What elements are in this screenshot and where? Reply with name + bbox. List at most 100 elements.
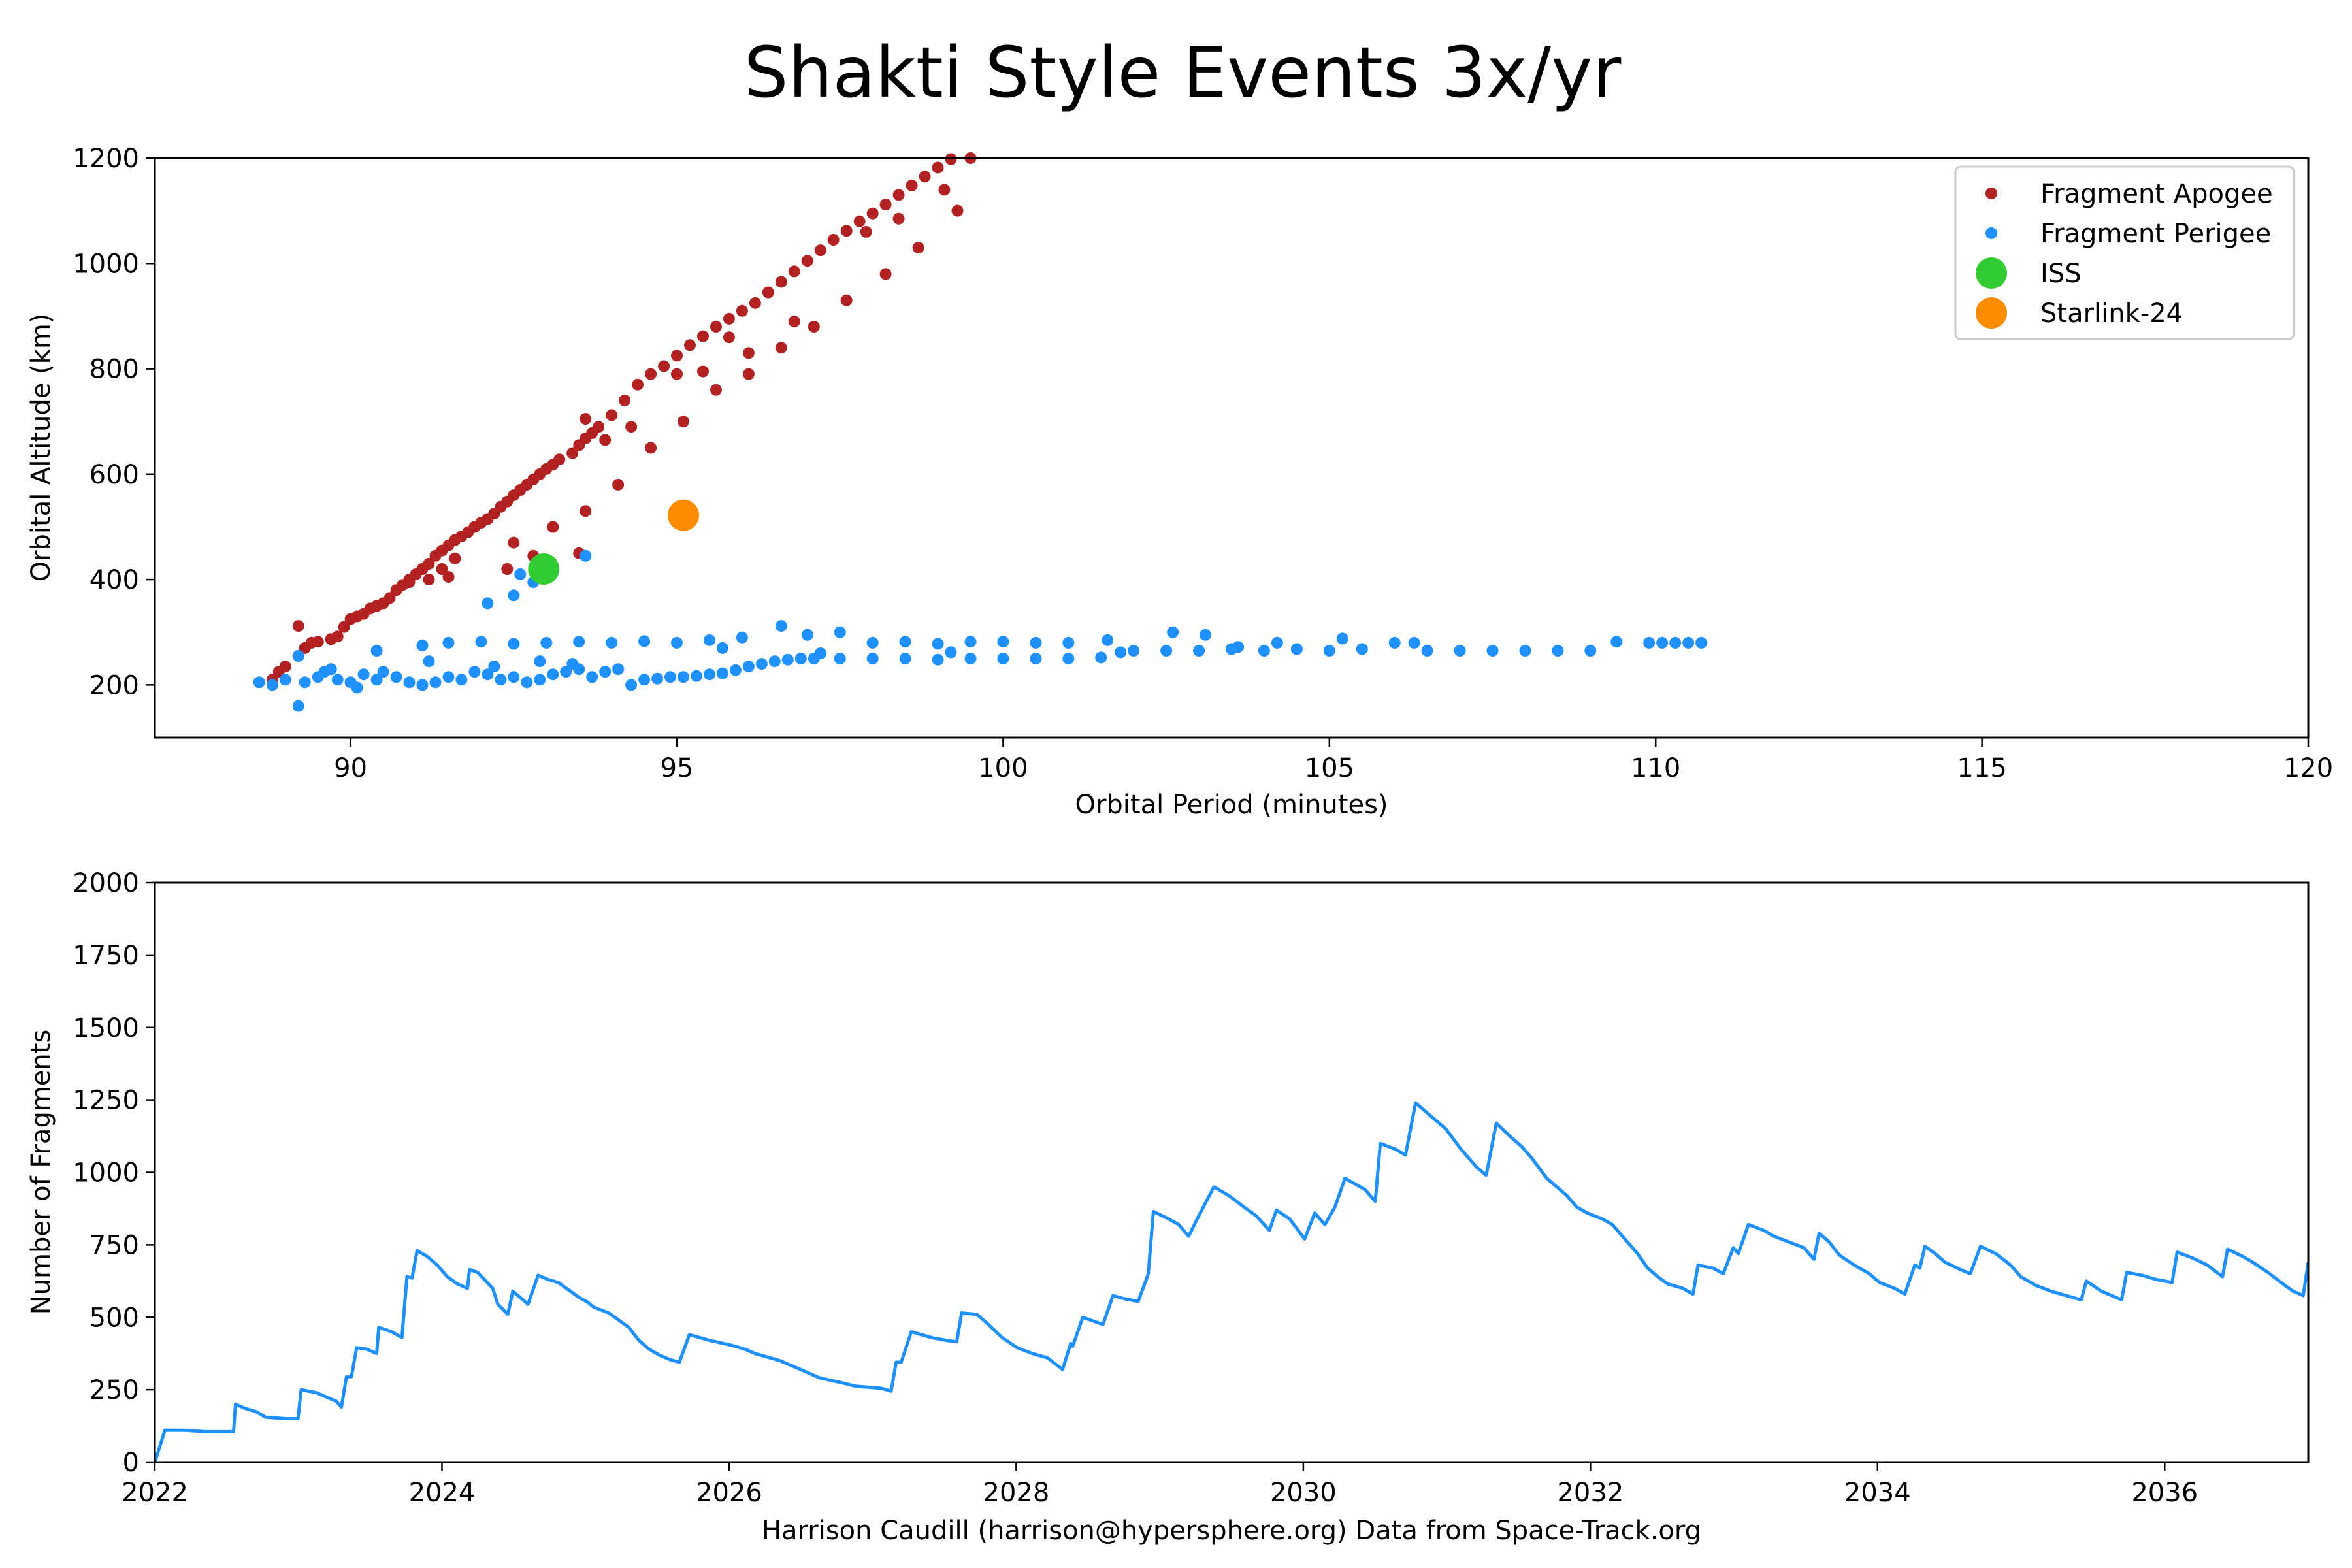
- fragment-apogee-point: [279, 661, 291, 673]
- fragment-apogee-point: [775, 342, 787, 354]
- fragment-perigee-point: [351, 681, 363, 694]
- fragment-apogee-point: [553, 453, 566, 466]
- fragment-apogee-point: [593, 421, 605, 433]
- fragment-apogee-point: [331, 630, 344, 643]
- fragment-perigee-point: [781, 653, 794, 666]
- fragment-apogee-point: [678, 416, 689, 428]
- legend-marker-fragment-apogee: [1985, 188, 1997, 199]
- fragment-perigee-point: [1695, 636, 1708, 649]
- line-y-tick-label: 1750: [73, 941, 139, 971]
- fragment-perigee-point: [899, 653, 911, 664]
- fragment-apogee-point: [312, 636, 324, 648]
- fragment-perigee-point: [997, 636, 1009, 648]
- fragment-perigee-point: [482, 668, 494, 681]
- fragment-apogee-point: [814, 244, 826, 257]
- fragment-perigee-point: [866, 653, 879, 664]
- fragment-apogee-point: [384, 592, 396, 604]
- scatter-x-axis-label: Orbital Period (minutes): [1075, 790, 1388, 820]
- fragment-perigee-point: [279, 674, 291, 686]
- fragment-perigee-point: [1408, 636, 1420, 649]
- fragment-apogee-point: [671, 350, 683, 362]
- fragment-apogee-point: [879, 199, 892, 210]
- fragment-apogee-point: [788, 265, 800, 278]
- scatter-y-ticks: 200 400 600 800 1000 1200: [73, 144, 155, 700]
- fragment-perigee-point: [357, 668, 370, 681]
- fragment-apogee-point: [442, 571, 455, 583]
- fragment-perigee-point: [1336, 632, 1348, 645]
- fragment-perigee-point: [521, 676, 533, 689]
- line-x-tick-label: 2026: [696, 1478, 762, 1508]
- fragment-perigee-point: [1271, 636, 1283, 649]
- fragment-perigee-point: [1030, 653, 1042, 664]
- fragment-apogee-point: [606, 409, 618, 421]
- fragment-perigee-point: [534, 655, 546, 668]
- fragment-apogee-point: [580, 505, 592, 517]
- fragment-apogee-point: [827, 234, 840, 246]
- fragment-perigee-point: [573, 636, 585, 648]
- fragment-perigee-point: [482, 597, 494, 610]
- iss-point: [528, 553, 560, 585]
- fragment-perigee-point: [266, 679, 278, 691]
- fragment-perigee-point: [834, 653, 846, 664]
- scatter-y-tick-label: 200: [90, 670, 139, 700]
- fragment-perigee-point: [1128, 645, 1140, 657]
- fragment-apogee-point: [892, 189, 905, 201]
- fragment-perigee-point: [1290, 643, 1303, 655]
- fragment-perigee-point: [1062, 636, 1075, 649]
- fragment-perigee-point: [508, 671, 520, 683]
- fragment-apogee-point: [547, 521, 559, 533]
- fragment-apogee-point: [580, 413, 592, 425]
- fragment-perigee-point: [997, 653, 1009, 664]
- legend-marker-fragment-perigee: [1985, 227, 1997, 239]
- fragment-perigee-point: [488, 661, 500, 673]
- scatter-y-tick-label: 400: [90, 565, 139, 595]
- fragment-perigee-point: [814, 647, 826, 659]
- fragment-perigee-point: [691, 670, 702, 682]
- fragment-apogee-point: [840, 225, 853, 237]
- fragment-perigee-point: [442, 636, 455, 649]
- line-x-tick-label: 2036: [2131, 1478, 2198, 1508]
- fragment-perigee-point: [671, 636, 683, 649]
- line-y-axis-label: Number of Fragments: [26, 1030, 56, 1315]
- fragment-apogee-point: [710, 384, 722, 396]
- fragment-perigee-point: [253, 676, 265, 689]
- fragment-apogee-point: [892, 212, 905, 225]
- line-y-ticks: 0 250 500 750 1000 1250 1500 1750 2000: [73, 868, 155, 1478]
- fragment-apogee-point: [619, 394, 631, 406]
- fragment-perigee-point: [678, 671, 689, 683]
- scatter-x-tick-label: 90: [334, 753, 367, 783]
- fragment-perigee-point: [1388, 636, 1401, 649]
- fragment-apogee-point: [671, 368, 683, 380]
- fragment-perigee-point: [534, 674, 546, 686]
- legend-label-fragment-apogee: Fragment Apogee: [2040, 179, 2273, 209]
- fragment-apogee-point: [403, 576, 416, 589]
- fragment-apogee-point: [723, 312, 735, 325]
- fragment-perigee-point: [704, 668, 715, 681]
- scatter-legend: Fragment Apogee Fragment Perigee ISS Sta…: [1954, 165, 2295, 340]
- fragment-perigee-point: [292, 650, 304, 662]
- fragment-apogee-point: [736, 304, 748, 317]
- fragment-perigee-point: [625, 679, 638, 691]
- fragment-apogee-point: [449, 552, 461, 564]
- fragment-perigee-point: [455, 674, 468, 686]
- fragment-perigee-point: [1669, 636, 1682, 649]
- fragment-perigee-point: [390, 671, 402, 683]
- scatter-points-layer: [253, 152, 1708, 712]
- fragment-perigee-point: [508, 589, 520, 602]
- line-x-tick-label: 2028: [983, 1478, 1050, 1508]
- fragment-perigee-point: [606, 636, 618, 649]
- fragment-apogee-point: [853, 215, 866, 227]
- fragment-perigee-point: [1682, 636, 1695, 649]
- fragment-perigee-point: [377, 666, 389, 678]
- fragment-apogee-point: [625, 421, 638, 433]
- fragment-perigee-point: [1486, 645, 1499, 657]
- fragment-perigee-point: [442, 671, 455, 683]
- legend-marker-starlink-24: [1976, 297, 2007, 329]
- fragment-apogee-point: [292, 620, 304, 632]
- line-y-tick-label: 1250: [73, 1086, 139, 1116]
- fragment-perigee-point: [508, 638, 520, 650]
- scatter-axes-frame: [154, 157, 2310, 739]
- fragment-apogee-point: [501, 563, 514, 575]
- fragment-apogee-point: [762, 286, 774, 299]
